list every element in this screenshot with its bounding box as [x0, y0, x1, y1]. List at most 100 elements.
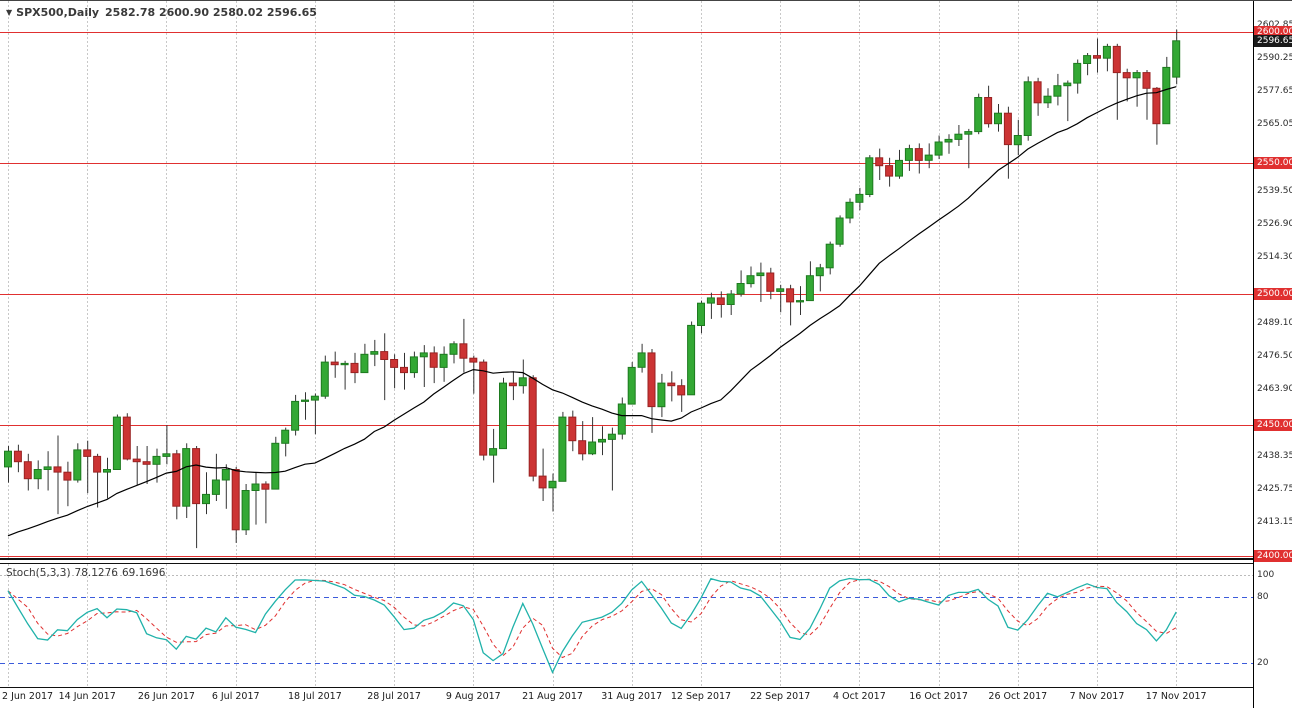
candle-bull	[756, 272, 765, 277]
date-label: 12 Sep 2017	[670, 691, 732, 702]
candle-bull	[73, 449, 82, 481]
candle-bull	[1043, 95, 1052, 104]
candle-bull	[182, 448, 191, 507]
date-label: 31 Aug 2017	[601, 691, 663, 702]
time-axis[interactable]: 2 Jun 2017 14 Jun 2017 26 Jun 2017 6 Jul 20…	[0, 688, 1253, 708]
candle-bear	[479, 361, 488, 456]
candle-bull	[657, 382, 666, 408]
candle-bull	[221, 469, 230, 481]
candle-bear	[93, 455, 102, 473]
candle-bull	[241, 490, 250, 531]
candle-bear	[885, 165, 894, 177]
candle-bull	[271, 442, 280, 490]
price-scale-label: 2565.05	[1257, 118, 1292, 129]
candle-bull	[360, 353, 369, 374]
candle-bull	[1063, 82, 1072, 87]
candle-bear	[231, 469, 240, 531]
candle-bull	[776, 288, 785, 292]
price-levels-layer	[0, 32, 1253, 557]
symbol-timeframe-label: SPX500,Daily	[16, 6, 100, 19]
stoch-d-value: 69.1696	[121, 567, 166, 579]
stoch-signal-line[interactable]	[7, 578, 1177, 659]
stoch-scale-label: 20	[1257, 658, 1269, 668]
date-label: 26 Oct 2017	[988, 691, 1048, 702]
date-label: 22 Sep 2017	[750, 691, 811, 702]
date-label: 16 Oct 2017	[909, 691, 968, 702]
candle-bull	[865, 157, 874, 196]
candle-bear	[1122, 72, 1131, 79]
candle-bear	[984, 97, 993, 125]
candle-bull	[1132, 72, 1141, 79]
date-label: 21 Aug 2017	[522, 691, 583, 702]
price-scale-label: 2413.15	[1257, 516, 1292, 527]
date-label: 18 Jul 2017	[288, 691, 342, 702]
price-scale-label: 2514.30	[1257, 251, 1292, 262]
price-scale-label: 2463.90	[1257, 383, 1292, 394]
candle-bull	[518, 377, 527, 387]
candle-bull	[805, 275, 814, 302]
candle-bull	[627, 366, 636, 405]
level-price-badge: 2550.00	[1254, 157, 1292, 169]
candle-bear	[716, 297, 725, 305]
candle-bear	[142, 461, 151, 465]
candle-bear	[766, 272, 775, 292]
candle-bull	[548, 480, 557, 489]
candle-bear	[469, 357, 478, 363]
candle-bull	[617, 403, 626, 435]
ohlc-values: 2582.78 2600.90 2580.02 2596.65	[105, 6, 317, 19]
candle-bull	[370, 351, 379, 355]
candle-bull	[439, 353, 448, 368]
candle-bear	[1003, 112, 1012, 146]
candle-bull	[310, 395, 319, 401]
candle-bull	[637, 352, 646, 368]
stoch-grid-layer	[8, 564, 1177, 687]
candle-bull	[736, 283, 745, 295]
price-scale-label: 2526.90	[1257, 218, 1292, 229]
candle-bull	[845, 201, 854, 219]
candle-bull	[43, 466, 52, 470]
candle-bear	[538, 475, 547, 489]
candle-bear	[63, 471, 72, 481]
candle-bull	[1023, 81, 1032, 137]
candle-bull	[1172, 40, 1181, 78]
level-price-badge: 2500.00	[1254, 288, 1292, 300]
date-label: 17 Nov 2017	[1145, 691, 1207, 702]
candle-bull	[211, 479, 220, 495]
candle-bull	[281, 429, 290, 444]
date-label: 14 Jun 2017	[58, 691, 116, 702]
candle-bull	[1073, 62, 1082, 84]
candle-bull	[726, 293, 735, 305]
date-label: 26 Jun 2017	[137, 691, 195, 702]
candle-bear	[390, 359, 399, 368]
stoch-scale-label: 100	[1257, 570, 1275, 580]
stoch-main-line[interactable]	[7, 577, 1177, 675]
stoch-k-value: 78.1276	[74, 567, 118, 579]
price-axis[interactable]: 2602.85 2590.25 2577.65 2565.05 2539.50 2526.…	[1253, 1, 1292, 708]
stoch-indicator-label: Stoch(5,3,3)	[6, 567, 71, 579]
candle-bull	[934, 141, 943, 156]
candle-bull	[1102, 45, 1111, 59]
candle-bull	[320, 361, 329, 397]
date-label: 9 Aug 2017	[445, 691, 501, 702]
candle-bull	[944, 138, 953, 143]
candle-bear	[508, 382, 517, 387]
candle-bear	[172, 453, 181, 507]
candle-bull	[499, 382, 507, 450]
candle-bull	[251, 483, 260, 491]
candle-bear	[1112, 45, 1121, 74]
candle-bull	[1083, 55, 1092, 64]
candle-bull	[904, 148, 913, 161]
stochastic-panel[interactable]	[0, 564, 1253, 688]
stochastic-header: Stoch(5,3,3) 78.1276 69.1696	[6, 567, 169, 579]
price-scale-label: 2590.25	[1257, 52, 1292, 63]
main-price-chart[interactable]	[0, 1, 1253, 558]
candle-bear	[380, 351, 389, 361]
moving-average-line[interactable]	[7, 86, 1177, 537]
candle-bear	[1142, 72, 1151, 89]
candle-bear	[53, 466, 62, 473]
candle-bull	[994, 112, 1002, 125]
candle-bull	[419, 352, 428, 358]
panel-separator[interactable]	[0, 558, 1292, 564]
candle-bear	[83, 449, 92, 457]
candle-bear	[23, 461, 32, 480]
